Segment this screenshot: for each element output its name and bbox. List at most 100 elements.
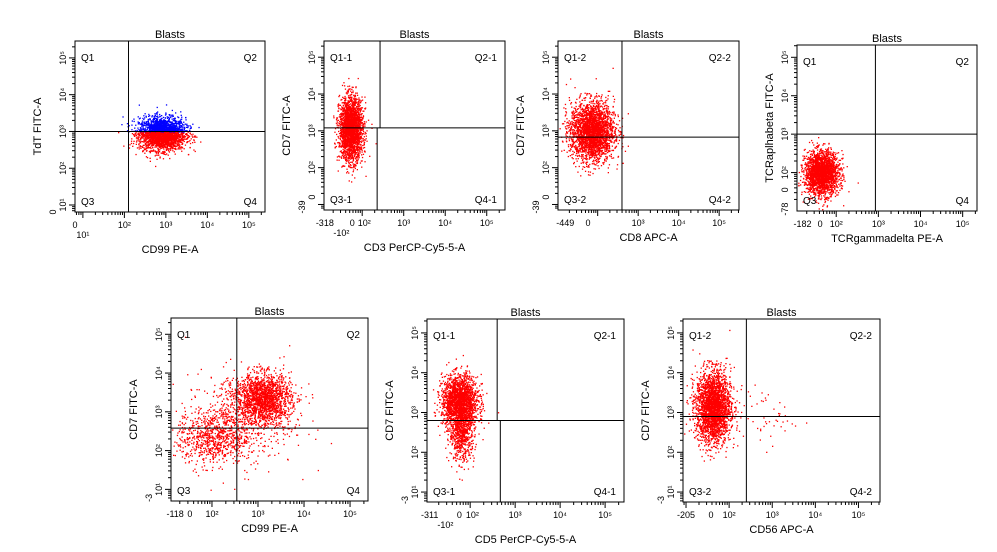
- event-point: [200, 141, 202, 143]
- event-point: [156, 122, 158, 124]
- event-point: [173, 142, 175, 144]
- event-point: [142, 124, 144, 126]
- event-point: [344, 147, 346, 149]
- event-point: [349, 158, 352, 160]
- event-point: [172, 136, 174, 138]
- event-point: [167, 148, 169, 150]
- event-point: [362, 153, 365, 155]
- event-point: [186, 141, 188, 143]
- event-point: [193, 139, 195, 141]
- event-point: [194, 150, 196, 153]
- event-point: [159, 125, 161, 127]
- event-point: [347, 116, 349, 118]
- event-point: [158, 146, 160, 148]
- event-point: [342, 137, 344, 140]
- event-point: [353, 94, 355, 96]
- event-point: [143, 118, 145, 121]
- event-point: [179, 128, 181, 130]
- event-point: [338, 141, 340, 144]
- event-point: [174, 145, 177, 147]
- event-point: [147, 124, 149, 126]
- event-point: [142, 134, 144, 136]
- event-point: [350, 90, 352, 92]
- event-point: [346, 154, 348, 156]
- event-point: [181, 143, 183, 145]
- event-point: [138, 144, 140, 146]
- event-point: [348, 132, 350, 134]
- event-point: [358, 100, 360, 102]
- y-tick-label: 10⁵: [58, 51, 68, 65]
- event-point: [145, 156, 148, 158]
- event-point: [179, 144, 181, 146]
- event-point: [163, 152, 165, 154]
- event-point: [348, 144, 351, 146]
- event-point: [352, 90, 354, 92]
- event-point: [161, 124, 163, 126]
- event-point: [159, 144, 161, 146]
- event-point: [354, 167, 356, 170]
- event-point: [169, 126, 171, 128]
- event-point: [351, 157, 354, 159]
- event-point: [162, 136, 164, 138]
- event-point: [348, 104, 350, 106]
- event-point: [183, 135, 185, 137]
- event-point: [151, 120, 154, 122]
- event-point: [151, 124, 153, 126]
- event-point: [340, 133, 343, 135]
- event-point: [141, 125, 143, 127]
- event-point: [165, 142, 167, 144]
- event-point: [168, 141, 170, 144]
- event-point: [178, 142, 180, 144]
- event-point: [142, 144, 144, 147]
- event-point: [176, 137, 178, 139]
- event-point: [356, 162, 358, 164]
- event-point: [174, 135, 176, 138]
- event-point: [151, 139, 153, 141]
- event-point: [171, 118, 173, 120]
- event-point: [164, 117, 166, 119]
- event-point: [159, 157, 161, 159]
- event-point: [355, 165, 357, 167]
- event-point: [359, 152, 361, 154]
- event-point: [165, 124, 167, 126]
- event-point: [177, 129, 179, 131]
- event-point: [149, 141, 151, 143]
- event-point: [156, 128, 159, 130]
- event-point: [149, 140, 151, 142]
- event-point: [339, 104, 342, 106]
- event-point: [348, 172, 350, 174]
- event-point: [351, 100, 353, 102]
- event-point: [192, 123, 194, 125]
- event-point: [348, 166, 350, 168]
- event-point: [141, 130, 143, 132]
- event-point: [339, 123, 341, 125]
- event-point: [163, 142, 165, 144]
- event-point: [179, 123, 181, 125]
- event-point: [154, 135, 157, 137]
- event-point: [181, 141, 183, 144]
- event-point: [118, 132, 120, 134]
- event-point: [149, 123, 151, 125]
- event-point: [172, 139, 174, 141]
- event-point: [166, 117, 169, 119]
- event-point: [169, 115, 171, 117]
- event-point: [153, 117, 155, 119]
- event-point: [153, 122, 155, 124]
- event-point: [157, 126, 159, 128]
- event-point: [148, 144, 150, 146]
- event-point: [359, 120, 361, 122]
- event-point: [171, 116, 173, 118]
- event-point: [166, 145, 168, 147]
- event-point: [136, 129, 138, 132]
- event-point: [356, 116, 358, 118]
- event-point: [151, 144, 153, 146]
- event-point: [168, 118, 170, 120]
- event-point: [178, 146, 180, 148]
- event-point: [339, 115, 341, 118]
- event-point: [356, 169, 358, 171]
- event-point: [345, 112, 348, 114]
- event-point: [347, 106, 349, 109]
- event-point: [159, 156, 161, 158]
- event-point: [169, 137, 171, 139]
- event-point: [184, 130, 186, 132]
